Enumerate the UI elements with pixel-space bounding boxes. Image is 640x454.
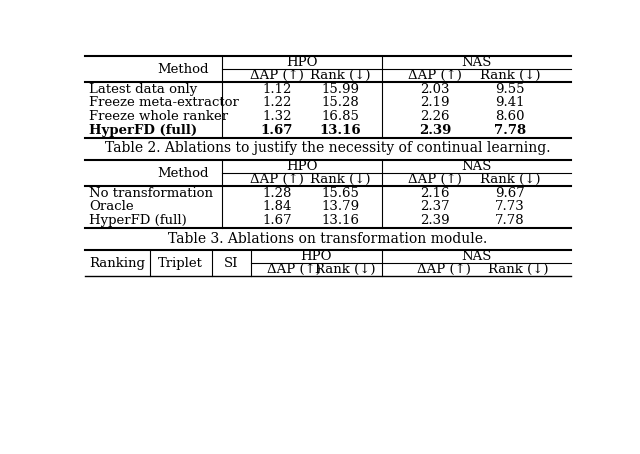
Text: 15.65: 15.65 — [321, 187, 359, 200]
Text: 1.67: 1.67 — [260, 124, 293, 137]
Text: Table 3. Ablations on transformation module.: Table 3. Ablations on transformation mod… — [168, 232, 488, 246]
Text: Freeze whole ranker: Freeze whole ranker — [90, 110, 228, 123]
Text: 7.78: 7.78 — [495, 214, 525, 227]
Text: 13.16: 13.16 — [319, 124, 361, 137]
Text: 13.79: 13.79 — [321, 200, 360, 213]
Text: 9.55: 9.55 — [495, 83, 525, 96]
Text: Oracle: Oracle — [90, 200, 134, 213]
Text: 16.85: 16.85 — [321, 110, 359, 123]
Text: ΔAP (↑): ΔAP (↑) — [408, 173, 462, 186]
Text: HyperFD (full): HyperFD (full) — [90, 124, 197, 137]
Text: 2.03: 2.03 — [420, 83, 450, 96]
Text: 2.39: 2.39 — [420, 214, 450, 227]
Text: 2.19: 2.19 — [420, 97, 450, 109]
Text: NAS: NAS — [461, 160, 492, 173]
Text: Latest data only: Latest data only — [90, 83, 198, 96]
Text: Rank (↓): Rank (↓) — [480, 173, 540, 186]
Text: 7.73: 7.73 — [495, 200, 525, 213]
Text: SI: SI — [224, 257, 238, 270]
Text: 1.84: 1.84 — [262, 200, 292, 213]
Text: ΔAP (↑): ΔAP (↑) — [250, 69, 304, 82]
Text: 15.28: 15.28 — [321, 97, 359, 109]
Text: ΔAP (↑): ΔAP (↑) — [408, 69, 462, 82]
Text: Freeze meta-extractor: Freeze meta-extractor — [90, 97, 239, 109]
Text: 2.16: 2.16 — [420, 187, 450, 200]
Text: Rank (↓): Rank (↓) — [310, 69, 371, 82]
Text: HPO: HPO — [286, 160, 318, 173]
Text: Table 2. Ablations to justify the necessity of continual learning.: Table 2. Ablations to justify the necess… — [105, 141, 551, 155]
Text: 8.60: 8.60 — [495, 110, 525, 123]
Text: Triplet: Triplet — [158, 257, 203, 270]
Text: Method: Method — [157, 167, 209, 180]
Text: Rank (↓): Rank (↓) — [315, 263, 376, 276]
Text: Rank (↓): Rank (↓) — [488, 263, 548, 276]
Text: ΔAP (↑): ΔAP (↑) — [250, 173, 304, 186]
Text: 9.41: 9.41 — [495, 97, 525, 109]
Text: Rank (↓): Rank (↓) — [310, 173, 371, 186]
Text: HyperFD (full): HyperFD (full) — [90, 214, 187, 227]
Text: Method: Method — [157, 63, 209, 76]
Text: 9.67: 9.67 — [495, 187, 525, 200]
Text: 2.37: 2.37 — [420, 200, 450, 213]
Text: ΔAP (↑): ΔAP (↑) — [267, 263, 321, 276]
Text: 1.32: 1.32 — [262, 110, 292, 123]
Text: Rank (↓): Rank (↓) — [480, 69, 540, 82]
Text: 1.12: 1.12 — [262, 83, 292, 96]
Text: NAS: NAS — [461, 56, 492, 69]
Text: 15.99: 15.99 — [321, 83, 360, 96]
Text: NAS: NAS — [461, 250, 492, 263]
Text: 1.67: 1.67 — [262, 214, 292, 227]
Text: 2.39: 2.39 — [419, 124, 451, 137]
Text: 7.78: 7.78 — [494, 124, 526, 137]
Text: Ranking: Ranking — [90, 257, 145, 270]
Text: ΔAP (↑): ΔAP (↑) — [417, 263, 471, 276]
Text: 2.26: 2.26 — [420, 110, 450, 123]
Text: HPO: HPO — [286, 56, 318, 69]
Text: No transformation: No transformation — [90, 187, 213, 200]
Text: HPO: HPO — [301, 250, 332, 263]
Text: 1.22: 1.22 — [262, 97, 292, 109]
Text: 13.16: 13.16 — [321, 214, 360, 227]
Text: 1.28: 1.28 — [262, 187, 292, 200]
